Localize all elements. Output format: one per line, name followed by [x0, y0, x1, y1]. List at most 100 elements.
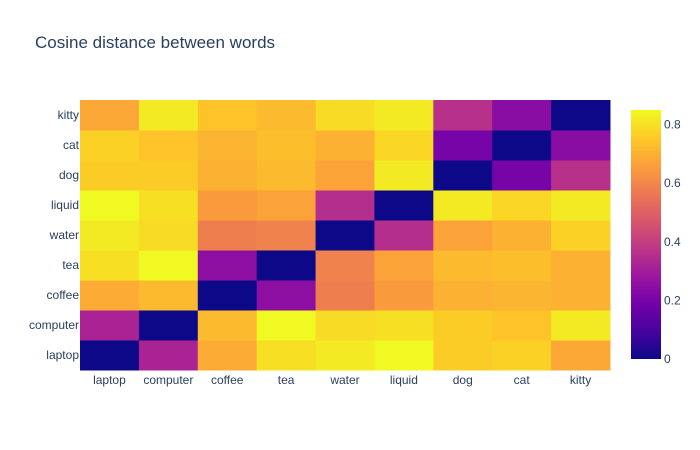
heatmap-cell — [374, 130, 434, 161]
heatmap-cell — [256, 250, 317, 281]
heatmap-cell — [492, 100, 552, 131]
heatmap-cell — [374, 250, 434, 281]
heatmap-cell — [256, 100, 317, 131]
y-tick-label: tea — [62, 258, 79, 272]
x-tick-label: computer — [143, 373, 193, 387]
heatmap-cell — [80, 130, 140, 161]
heatmap-cell — [433, 190, 493, 221]
heatmap-cell — [256, 130, 317, 161]
x-tick-label: kitty — [570, 373, 591, 387]
heatmap-cell — [315, 130, 375, 161]
heatmap-cell — [80, 220, 140, 251]
heatmap-cell — [315, 340, 375, 371]
heatmap-cell — [138, 100, 199, 131]
heatmap-cell — [551, 250, 611, 281]
heatmap-cell — [138, 250, 199, 281]
x-tick-label: tea — [278, 373, 295, 387]
colorbar-tick-label: 0 — [664, 352, 671, 366]
heatmap-cell — [551, 220, 611, 251]
heatmap-cell — [256, 340, 317, 371]
heatmap-cell — [256, 280, 317, 311]
heatmap-cell — [551, 130, 611, 161]
heatmap-cell — [433, 340, 493, 371]
heatmap-cell — [492, 130, 552, 161]
heatmap-cell — [374, 340, 434, 371]
heatmap-cell — [433, 280, 493, 311]
heatmap-cell — [374, 280, 434, 311]
x-tick-label: coffee — [211, 373, 244, 387]
heatmap-cell — [197, 340, 258, 371]
heatmap-cell — [433, 130, 493, 161]
heatmap-cell — [492, 280, 552, 311]
heatmap-cell — [551, 190, 611, 221]
heatmap-cell — [80, 160, 140, 191]
heatmap-cell — [80, 250, 140, 281]
heatmap-cell — [80, 100, 140, 131]
heatmap-cell — [551, 340, 611, 371]
heatmap-cells — [80, 100, 611, 371]
heatmap-cell — [197, 280, 258, 311]
heatmap-cell — [433, 250, 493, 281]
heatmap-cell — [80, 310, 140, 341]
heatmap-cell — [256, 190, 317, 221]
heatmap-cell — [551, 310, 611, 341]
heatmap-cell — [256, 310, 317, 341]
heatmap-cell — [197, 190, 258, 221]
heatmap-cell — [315, 250, 375, 281]
x-tick-label: water — [329, 373, 359, 387]
heatmap-cell — [138, 160, 199, 191]
heatmap-cell — [374, 100, 434, 131]
x-axis-labels: laptop computer coffee tea water liquid dog cat… — [93, 373, 591, 387]
heatmap-cell — [492, 160, 552, 191]
y-tick-label: computer — [29, 318, 79, 332]
y-tick-label: dog — [59, 168, 79, 182]
y-tick-label: kitty — [58, 108, 79, 122]
y-tick-label: laptop — [46, 348, 79, 362]
heatmap-cell — [80, 280, 140, 311]
heatmap-cell — [197, 100, 258, 131]
heatmap-cell — [551, 160, 611, 191]
y-axis-labels: laptop computer coffee tea water liquid dog cat… — [29, 108, 80, 362]
heatmap-cell — [315, 190, 375, 221]
colorbar: 0 0.2 0.4 0.6 0.8 — [631, 110, 681, 366]
x-tick-label: laptop — [93, 373, 126, 387]
heatmap-cell — [374, 310, 434, 341]
heatmap-cell — [374, 160, 434, 191]
heatmap-cell — [492, 340, 552, 371]
heatmap-cell — [433, 160, 493, 191]
heatmap-cell — [492, 250, 552, 281]
x-tick-label: liquid — [390, 373, 418, 387]
y-tick-label: water — [49, 228, 79, 242]
heatmap-cell — [197, 130, 258, 161]
heatmap-cell — [197, 250, 258, 281]
colorbar-tick-label: 0.8 — [664, 118, 681, 132]
colorbar-tick-label: 0.6 — [664, 176, 681, 190]
heatmap-cell — [197, 310, 258, 341]
heatmap-cell — [551, 280, 611, 311]
heatmap-cell — [138, 130, 199, 161]
colorbar-tick-label: 0.2 — [664, 293, 681, 307]
heatmap-cell — [433, 310, 493, 341]
heatmap-cell — [138, 310, 199, 341]
heatmap-cell — [80, 340, 140, 371]
y-tick-label: cat — [63, 138, 80, 152]
heatmap-cell — [315, 100, 375, 131]
heatmap-cell — [433, 220, 493, 251]
heatmap-cell — [374, 190, 434, 221]
chart-title: Cosine distance between words — [35, 33, 276, 52]
heatmap-cell — [197, 160, 258, 191]
heatmap-cell — [138, 190, 199, 221]
y-tick-label: coffee — [47, 288, 80, 302]
heatmap-cell — [492, 190, 552, 221]
x-tick-label: dog — [453, 373, 473, 387]
y-tick-label: liquid — [51, 198, 79, 212]
heatmap-cell — [80, 190, 140, 221]
heatmap-cell — [256, 220, 317, 251]
heatmap-cell — [315, 310, 375, 341]
heatmap-cell — [433, 100, 493, 131]
heatmap-cell — [138, 280, 199, 311]
x-tick-label: cat — [514, 373, 531, 387]
heatmap-cell — [256, 160, 317, 191]
